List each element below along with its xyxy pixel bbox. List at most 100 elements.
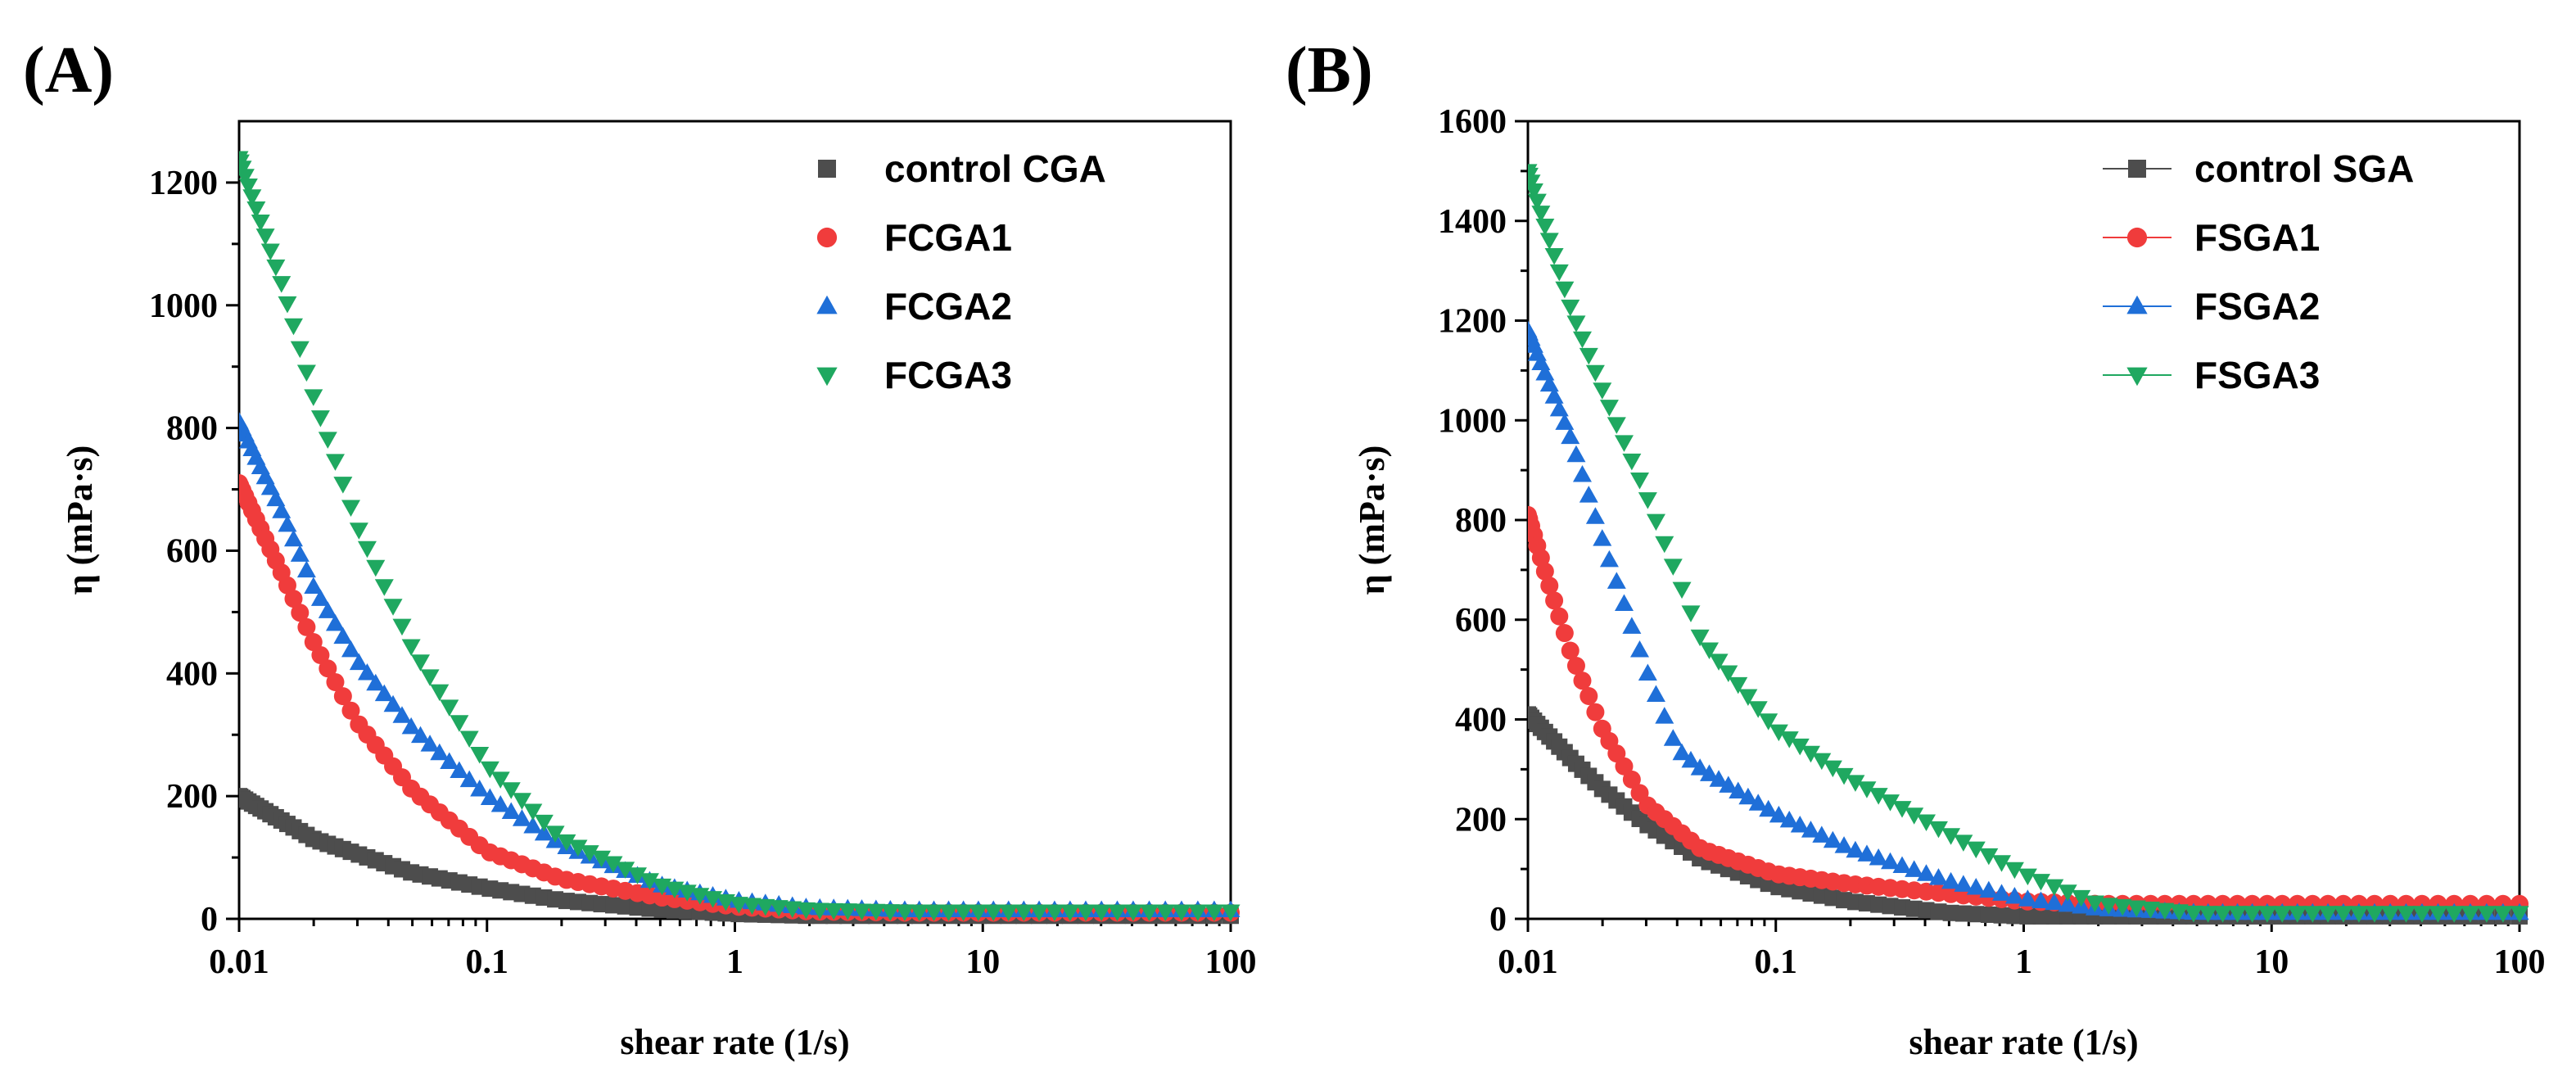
data-point	[459, 730, 479, 749]
data-point	[1622, 770, 1641, 789]
data-point	[318, 432, 337, 449]
data-point	[1566, 445, 1586, 463]
legend-marker	[2126, 367, 2148, 387]
data-point	[616, 862, 635, 879]
x-tick-label: 100	[1205, 943, 1257, 981]
data-point	[2140, 902, 2160, 919]
data-point	[1646, 513, 1665, 531]
data-point	[392, 706, 412, 723]
data-point	[1655, 536, 1674, 554]
data-point	[1076, 904, 1096, 922]
data-point	[2031, 874, 2051, 891]
data-point	[838, 903, 857, 920]
data-point	[1614, 435, 1634, 452]
data-point	[1954, 875, 1973, 892]
data-point	[1966, 841, 1986, 859]
data-point	[1812, 753, 1832, 771]
data-point	[490, 771, 510, 789]
data-point	[319, 659, 337, 678]
data-point	[333, 626, 353, 645]
data-point	[2199, 906, 2218, 923]
data-point	[2493, 906, 2513, 923]
data-point	[291, 604, 310, 622]
data-point	[1992, 884, 2012, 901]
data-point	[1566, 656, 1585, 675]
x-tick-label: 10	[2254, 943, 2289, 981]
data-point	[1188, 904, 1208, 922]
data-point	[1905, 860, 1924, 877]
data-point	[2510, 906, 2529, 923]
y-tick-label: 0	[201, 901, 218, 938]
data-point	[1790, 738, 1810, 756]
data-point	[1579, 687, 1598, 706]
data-point	[325, 454, 345, 471]
data-point	[318, 601, 337, 618]
data-point	[297, 617, 316, 636]
legend-entry: FSGA3	[2194, 354, 2320, 396]
series-fcga1	[239, 474, 1240, 922]
data-point	[895, 904, 915, 921]
data-point	[1719, 665, 1738, 683]
data-point	[2058, 884, 2077, 902]
legend-entry: FSGA1	[2194, 216, 2320, 259]
data-point	[411, 654, 431, 672]
data-point	[480, 788, 499, 806]
data-point	[810, 902, 829, 920]
x-tick-label: 0.01	[1498, 943, 1558, 981]
data-point	[440, 699, 459, 717]
data-point	[383, 694, 403, 712]
data-point	[512, 793, 531, 810]
data-point	[592, 850, 612, 868]
data-point	[283, 529, 303, 547]
y-tick-label: 1400	[1438, 203, 1507, 241]
data-point	[1709, 770, 1729, 787]
data-point	[534, 814, 554, 832]
data-point	[1573, 672, 1592, 690]
data-point	[523, 816, 543, 834]
data-point	[523, 803, 543, 821]
data-point	[1593, 529, 1612, 546]
data-point	[1790, 815, 1810, 833]
data-point	[1941, 871, 1961, 889]
data-point	[2288, 906, 2307, 923]
data-point	[383, 599, 403, 616]
data-point	[1779, 810, 1799, 828]
data-point	[296, 560, 316, 578]
data-point	[260, 243, 280, 260]
y-tick-label: 1200	[149, 165, 218, 202]
data-point	[1930, 903, 1947, 920]
data-point	[641, 900, 658, 917]
data-point	[2318, 906, 2338, 923]
data-point	[1801, 745, 1820, 763]
data-point	[2228, 906, 2248, 923]
data-point	[2032, 907, 2050, 925]
data-point	[2004, 862, 2024, 880]
plot-frame	[237, 120, 1232, 920]
y-tick-label: 800	[1455, 502, 1507, 540]
data-point	[568, 839, 588, 857]
data-point	[1966, 878, 1986, 895]
legend-marker	[2126, 295, 2148, 314]
data-point	[490, 794, 510, 812]
data-point	[2380, 906, 2400, 923]
data-point	[266, 489, 286, 507]
data-point	[2243, 906, 2262, 923]
data-point	[1980, 906, 1997, 923]
data-point	[983, 904, 1003, 922]
y-tick-label: 1000	[1438, 402, 1507, 440]
series-fcga2	[239, 412, 1241, 918]
legend-entry: control CGA	[884, 147, 1106, 190]
y-tick-label: 1600	[1438, 103, 1507, 141]
data-point	[311, 645, 330, 664]
data-point	[1928, 868, 1948, 885]
data-point	[2334, 906, 2353, 923]
legend-marker	[816, 227, 838, 248]
data-point	[1544, 247, 1564, 265]
y-tick-label: 400	[166, 655, 218, 693]
data-point	[1955, 905, 1972, 922]
data-point	[1968, 906, 1985, 923]
data-point	[1607, 572, 1626, 589]
data-point	[430, 743, 450, 761]
plot-frame	[1526, 120, 2521, 920]
